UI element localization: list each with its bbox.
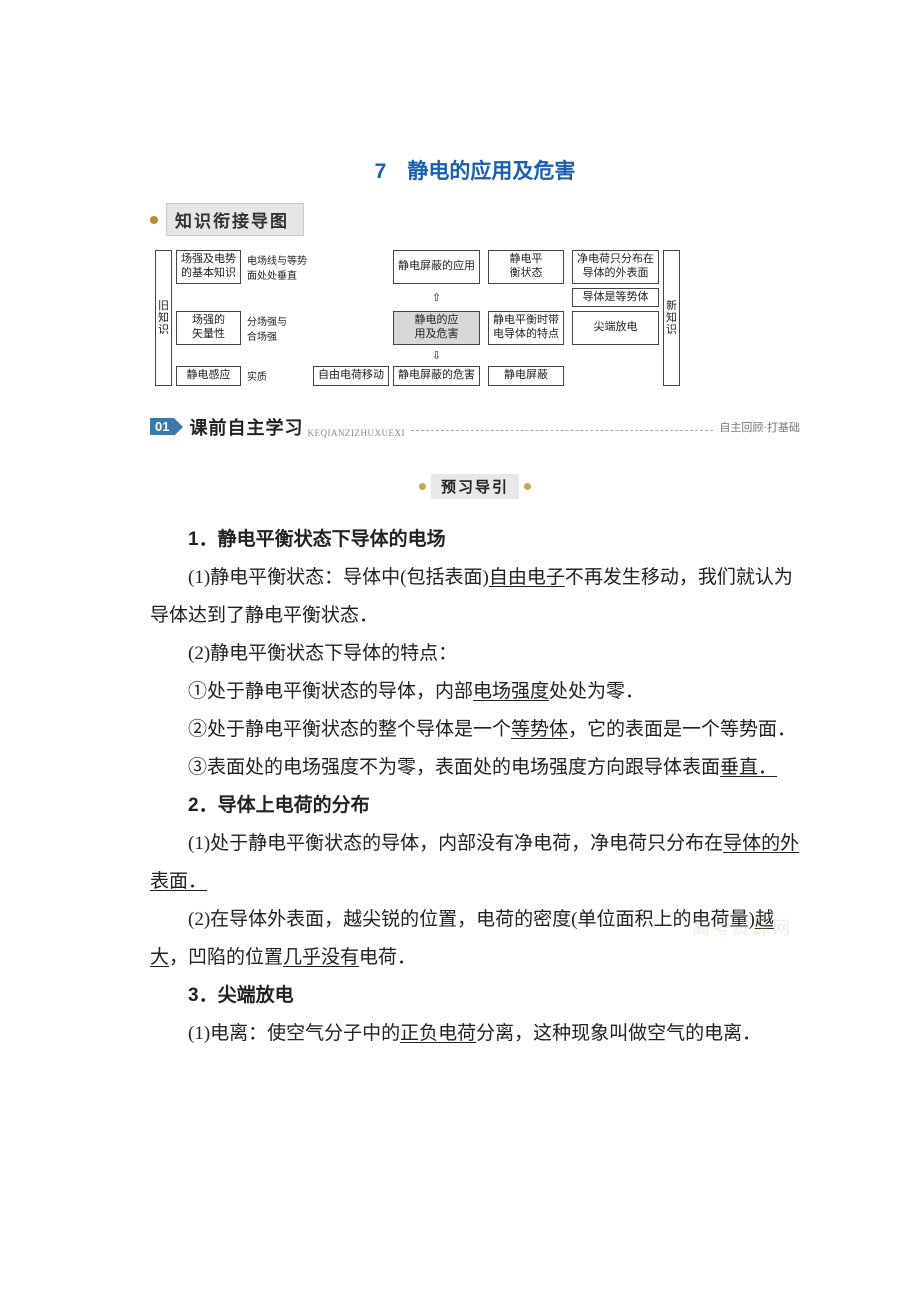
preview-pill-label: 预习导引 [431,474,519,499]
flow-arrow-label: 电场线与等势面处处垂直 [245,250,309,284]
flow-box: 场强的矢量性 [176,311,241,345]
heading-3: 3．尖端放电 [150,977,800,1015]
flow-box: 自由电荷移动 [313,366,389,386]
flow-box: 静电屏蔽的应用 [393,250,480,284]
banner1-label: 知识衔接导图 [166,203,304,236]
flow-box: 静电屏蔽的危害 [393,366,480,386]
flow-box: 静电平衡时带电导体的特点 [488,311,564,345]
watermark: 高考资源网 [692,914,792,940]
preview-pill-row: 预习导引 [150,474,800,499]
para: (2)静电平衡状态下导体的特点： [150,635,800,673]
section-title: 课前自主学习 [189,414,303,440]
flow-box: 静电感应 [176,366,241,386]
flow-right-label: 新知识 [663,250,680,386]
dot-icon [419,483,426,490]
flow-arrow-label: 实质 [245,366,309,386]
flow-center-box: 静电的应用及危害 [393,311,480,345]
section-01-banner: 01 课前自主学习 KEQIANZIZHUXUEXI 自主回顾·打基础 [150,414,800,440]
dot-icon [524,483,531,490]
heading-2: 2．导体上电荷的分布 [150,787,800,825]
flow-box: 静电平衡状态 [488,250,564,284]
dash-divider [411,430,713,431]
para: ①处于静电平衡状态的导体，内部电场强度处处为零． [150,673,800,711]
arrow-up-icon: ⇧ [393,288,480,308]
section-pinyin: KEQIANZIZHUXUEXI [307,428,404,440]
para: (1)静电平衡状态：导体中(包括表面)自由电子不再发生移动，我们就认为导体达到了… [150,559,800,635]
heading-1: 1．静电平衡状态下导体的电场 [150,521,800,559]
para: ③表面处的电场强度不为零，表面处的电场强度方向跟导体表面垂直． [150,749,800,787]
body-text: 1．静电平衡状态下导体的电场 (1)静电平衡状态：导体中(包括表面)自由电子不再… [150,521,800,1053]
flow-box: 尖端放电 [572,311,659,345]
chevron-right-icon [174,418,183,436]
flow-left-label: 旧知识 [155,250,172,386]
flowchart: 旧知识 场强及电势的基本知识 电场线与等势面处处垂直 静电屏蔽的应用 静电平衡状… [151,246,799,390]
para: (1)处于静电平衡状态的导体，内部没有净电荷，净电荷只分布在导体的外表面． [150,825,800,901]
flow-arrow-label: 分场强与合场强 [245,311,309,345]
section-badge: 01 [150,418,174,435]
para: ②处于静电平衡状态的整个导体是一个等势体，它的表面是一个等势面． [150,711,800,749]
flow-box: 导体是等势体 [572,288,659,308]
flow-box: 场强及电势的基本知识 [176,250,241,284]
para: (1)电离：使空气分子中的正负电荷分离，这种现象叫做空气的电离． [150,1015,800,1053]
arrow-down-icon: ⇩ [393,349,480,362]
dot-icon [150,216,158,224]
section-right-note: 自主回顾·打基础 [719,419,800,435]
page-title: 7 静电的应用及危害 [150,155,800,185]
banner-knowledge-map: 知识衔接导图 [150,203,800,236]
flow-box: 净电荷只分布在导体的外表面 [572,250,659,284]
flow-box: 静电屏蔽 [488,366,564,386]
